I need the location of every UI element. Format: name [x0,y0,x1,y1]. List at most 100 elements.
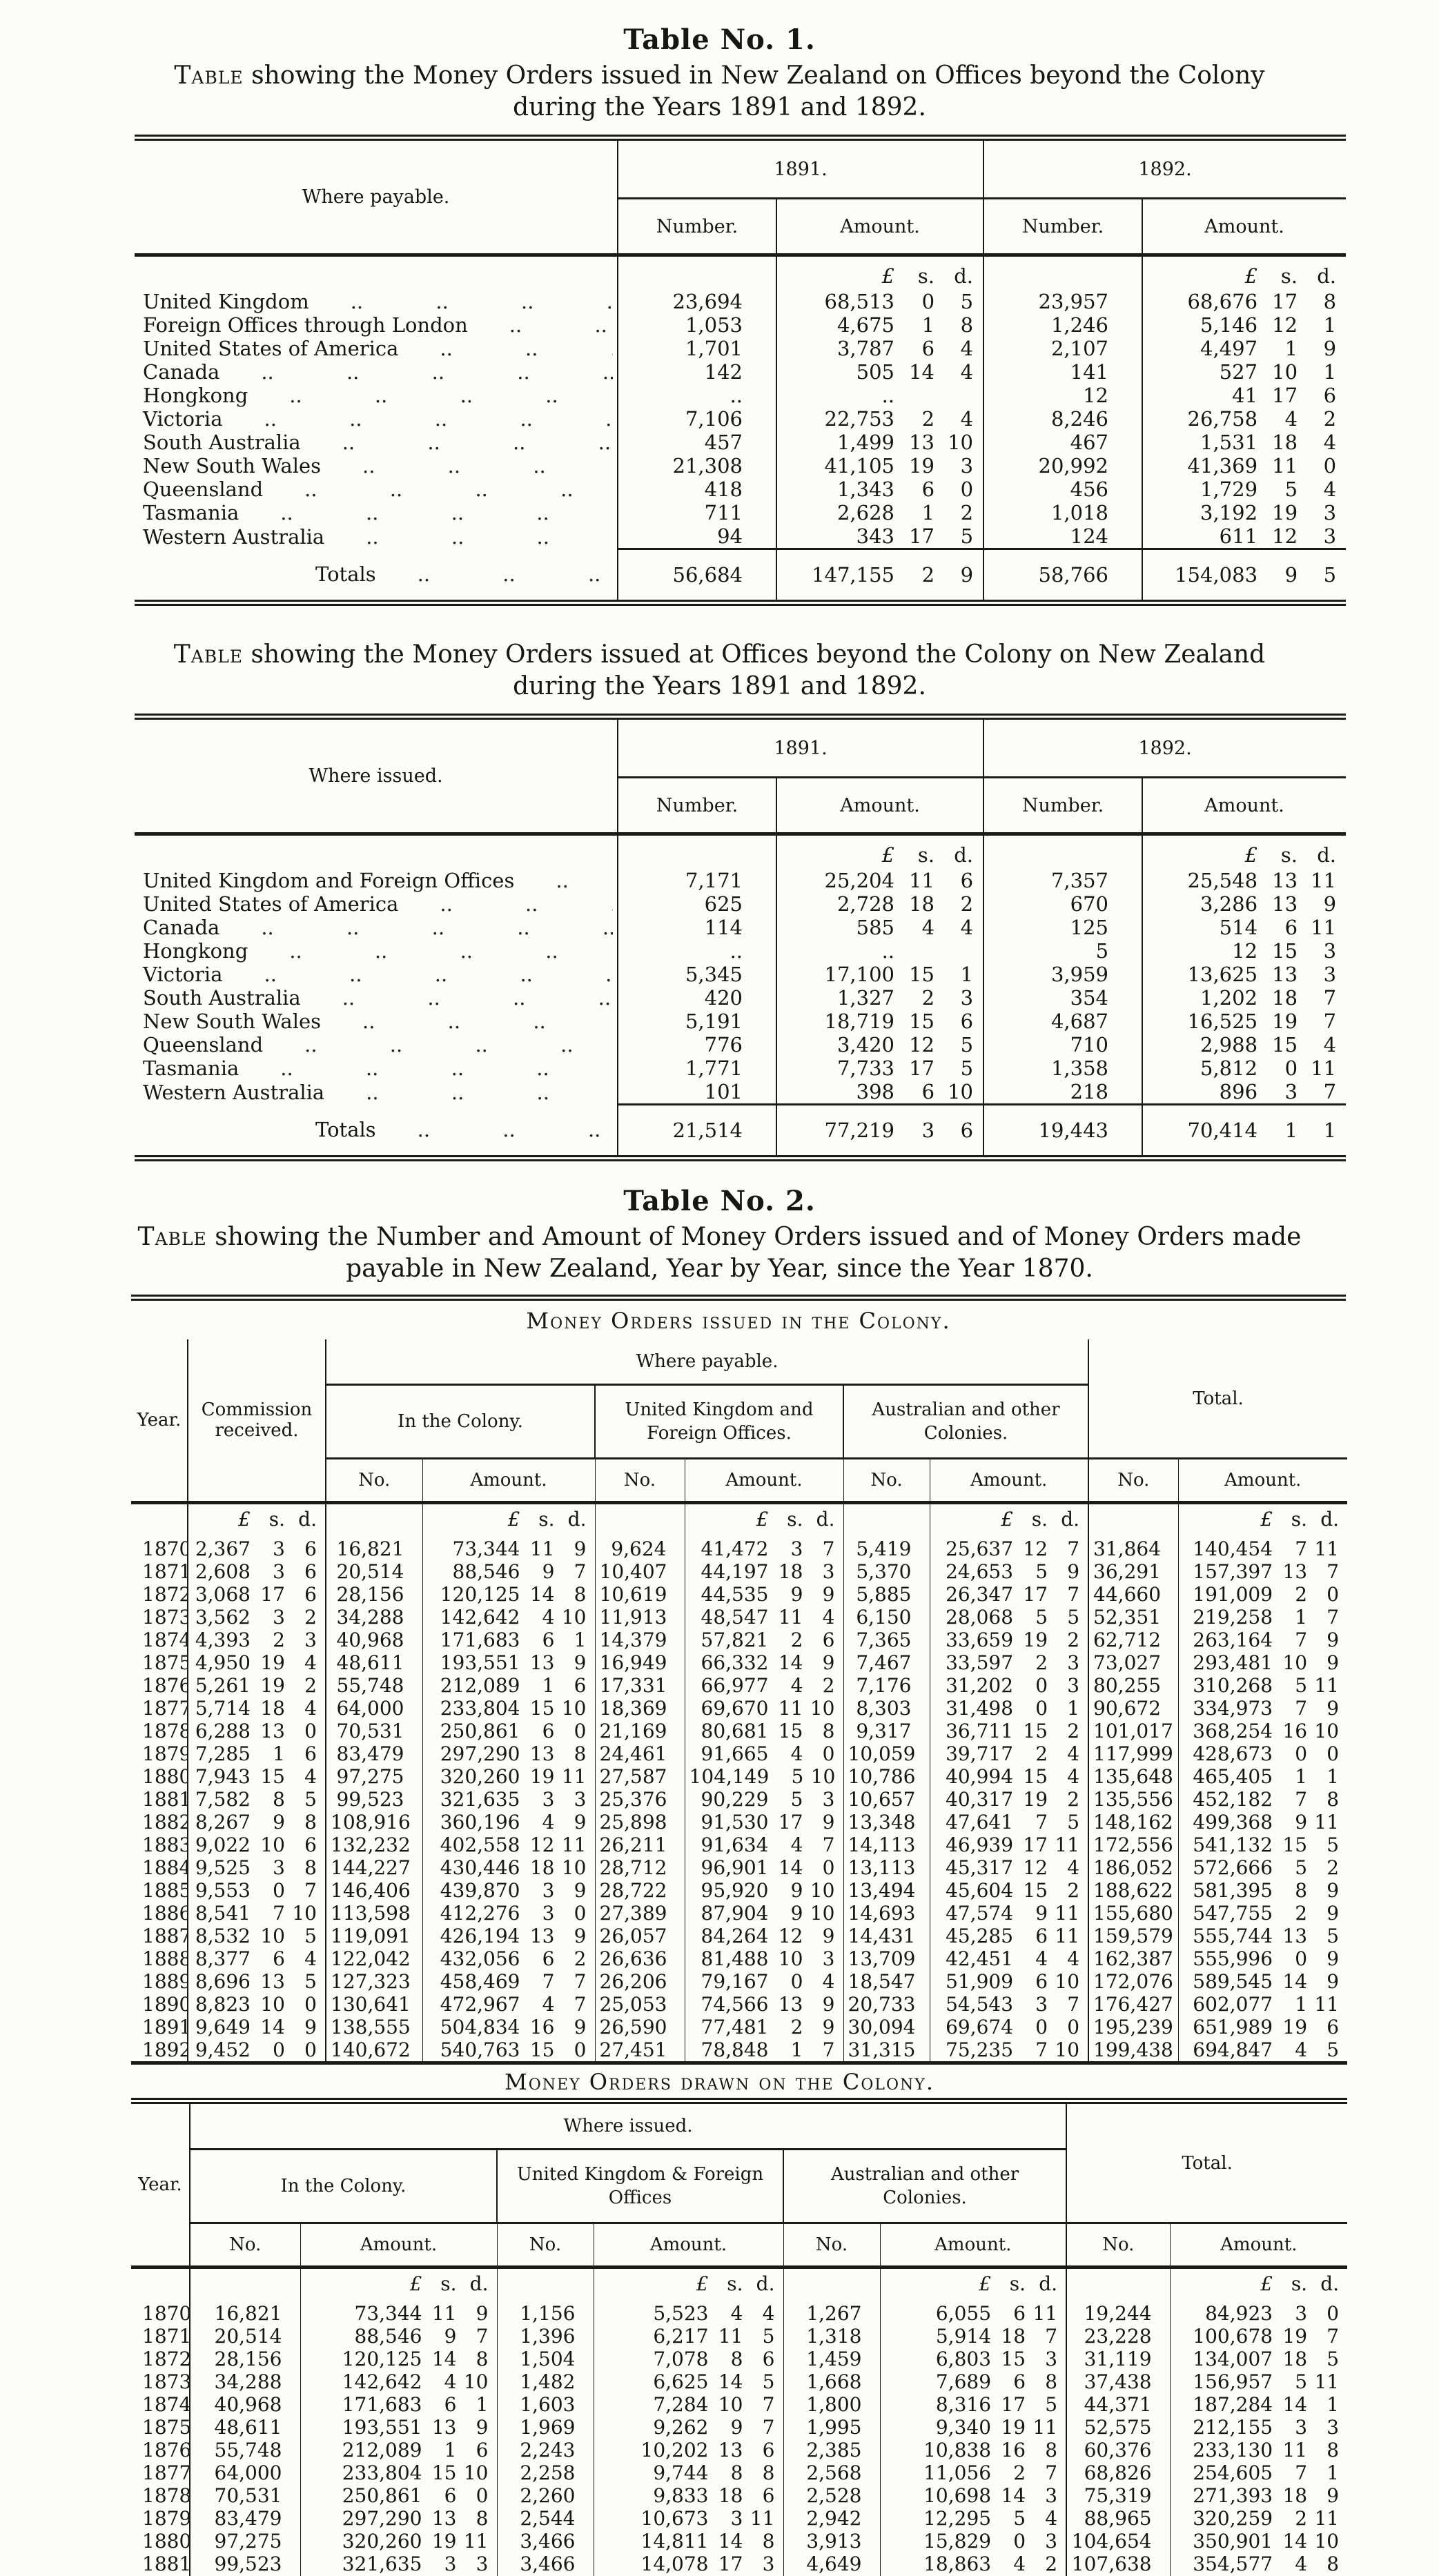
amount-value: 8,541 7 10 [193,1902,321,1925]
table-row: 1871 20,514 88,546 9 7 1,396 6,217 11 5 1,318 5,91… [131,2325,1347,2348]
label-text: United Kingdom and Foreign Offices [143,869,515,892]
shillings-value: 5 [1295,2370,1308,2393]
table1b-amount-1892-header: Amount. [1204,794,1284,816]
shillings-value: 7 [273,1902,285,1925]
table-cell: 710 [983,1033,1144,1056]
shillings-value: 1 [444,2439,457,2461]
amount-value: 7,285 1 6 [193,1742,321,1765]
pounds-value: 120,125 [342,2348,422,2370]
pounds-value: 585 [856,916,895,939]
pounds-value: 41,369 [1187,454,1258,478]
shillings-value: 18 [260,1697,285,1720]
amount-value: 547,755 2 9 [1183,1902,1344,1925]
pounds-value: 321,635 [440,1788,520,1811]
table1a-totals: Totals.. .. .. .. ..56,684147,1552958,76… [135,548,1347,603]
pence-value: 2 [960,892,974,916]
table-cell: Hongkong.. .. .. .. .. [135,384,618,407]
table-row: 1874 40,968 171,683 6 1 1,603 7,284 10 7 1,800 8,3… [131,2393,1347,2416]
table-cell: 27,389 [595,1902,685,1925]
shillings-value: 9 [273,1811,285,1833]
pence-value: 6 [762,2439,775,2461]
pounds-value: 896 [1219,1080,1258,1103]
pence-value: 11 [1314,1811,1340,1833]
shillings-value: 3 [1295,2416,1308,2439]
dot-leader-icon: .. .. .. .. .. [417,1118,613,1142]
pounds-value: 297,290 [342,2507,422,2530]
shillings-value: 10 [1282,1651,1308,1674]
table-cell: 31,119 [1066,2348,1171,2370]
pounds-value: 15,829 [923,2530,992,2553]
shillings-value: 12 [1023,1856,1048,1879]
shillings-value: 17 [260,1583,285,1606]
shillings-value: 14 [778,1856,803,1879]
pounds-value: 75,235 [946,2038,1014,2061]
pence-value: 6 [762,2484,775,2507]
table-cell: 7,078 8 6 [594,2348,784,2370]
amount-value: 354,577 4 8 [1175,2553,1344,2575]
table-cell [326,1502,423,1533]
table-cell: 4,950 19 4 [188,1651,326,1674]
pence-value: 10 [463,2461,489,2484]
amount-value: 193,551 13 9 [427,1651,591,1674]
table-cell: 1877 [131,2461,190,2484]
table-cell: 44,197 18 3 [685,1560,844,1583]
pence-value: 9 [822,1993,835,2016]
amount-value: 9,262 9 7 [598,2416,779,2439]
table-cell: 9,452 0 0 [188,2038,326,2063]
pounds-value: 354,577 [1193,2553,1273,2575]
table-cell: 84,264 12 9 [685,1925,844,1947]
table-cell: 7,365 [843,1629,930,1651]
table-cell: 124 [983,524,1144,549]
pence-value: 7 [1323,1080,1337,1103]
table-cell: .. [618,939,777,963]
table-row: 1888 8,377 6 4 122,042 432,056 6 2 26,636 81,488 1… [131,1947,1347,1970]
pence-value: 5 [1067,1606,1080,1629]
pounds-value: 157,397 [1193,1560,1273,1583]
pence-value: 2 [1327,1856,1340,1879]
table-cell: 119,091 [326,1925,423,1947]
table1a-body: £s.d.£s.d.United Kingdom.. .. .. .. ..23… [135,255,1346,549]
table1-title: Table No. 1. [623,23,816,56]
table-cell: £ s. d. [1178,1503,1347,1534]
pence-value: 5 [1327,1833,1340,1856]
table-cell: 9,833 18 6 [594,2484,784,2507]
pence-value: 0 [1327,1583,1340,1606]
shillings-value: 15 [1272,939,1298,963]
shillings-value: 19 [1272,501,1298,524]
table-cell: 55,748 [190,2439,301,2461]
amount-value: 293,481 10 9 [1183,1651,1344,1674]
amount-value: 75,235 7 10 [934,2038,1084,2061]
shillings-value: 6 [444,2484,457,2507]
table-money-orders-issued-in-nz: Where payable. 1891. 1892. Number. Amoun… [135,135,1347,606]
table-cell: 20,733 [843,1993,930,2016]
pounds-value: 1,729 [1200,478,1258,501]
amount-value: 611 12 3 [1147,524,1342,548]
table-cell: 88,965 [1066,2507,1171,2530]
table-cell: 2,608 3 6 [188,1560,326,1583]
pence-value: 1 [476,2393,489,2416]
pounds-value: 80,681 [701,1720,769,1742]
pounds-value: 40,994 [946,1765,1014,1788]
shillings-value: 4 [1295,2553,1308,2575]
pence-value: 9 [822,1811,835,1833]
pence-value: 9 [1327,1902,1340,1925]
amount-value: 40,994 15 4 [934,1765,1084,1788]
amount-value: 6,288 13 0 [193,1720,321,1742]
pounds-value: 527 [1219,360,1258,384]
table-cell: South Australia.. .. .. .. .. [135,431,618,454]
shillings-value: s. [1280,264,1298,288]
amount-value: 426,194 13 9 [427,1925,591,1947]
amount-value: 91,665 4 0 [689,1742,839,1765]
table-cell: 233,130 11 8 [1170,2439,1347,2461]
row-label: Canada.. .. .. .. .. [143,360,613,384]
pounds-value: 2,608 [195,1560,251,1583]
pence-value: 9 [1323,892,1337,916]
pence-value: 9 [476,2302,489,2325]
pence-value: 0 [960,478,974,501]
table-cell: 28,156 [326,1583,423,1606]
table-cell: 36,711 15 2 [930,1720,1090,1742]
pence-value: 6 [1327,2016,1340,2038]
table-cell: 113,598 [326,1902,423,1925]
table-cell: 233,804 15 10 [300,2461,498,2484]
